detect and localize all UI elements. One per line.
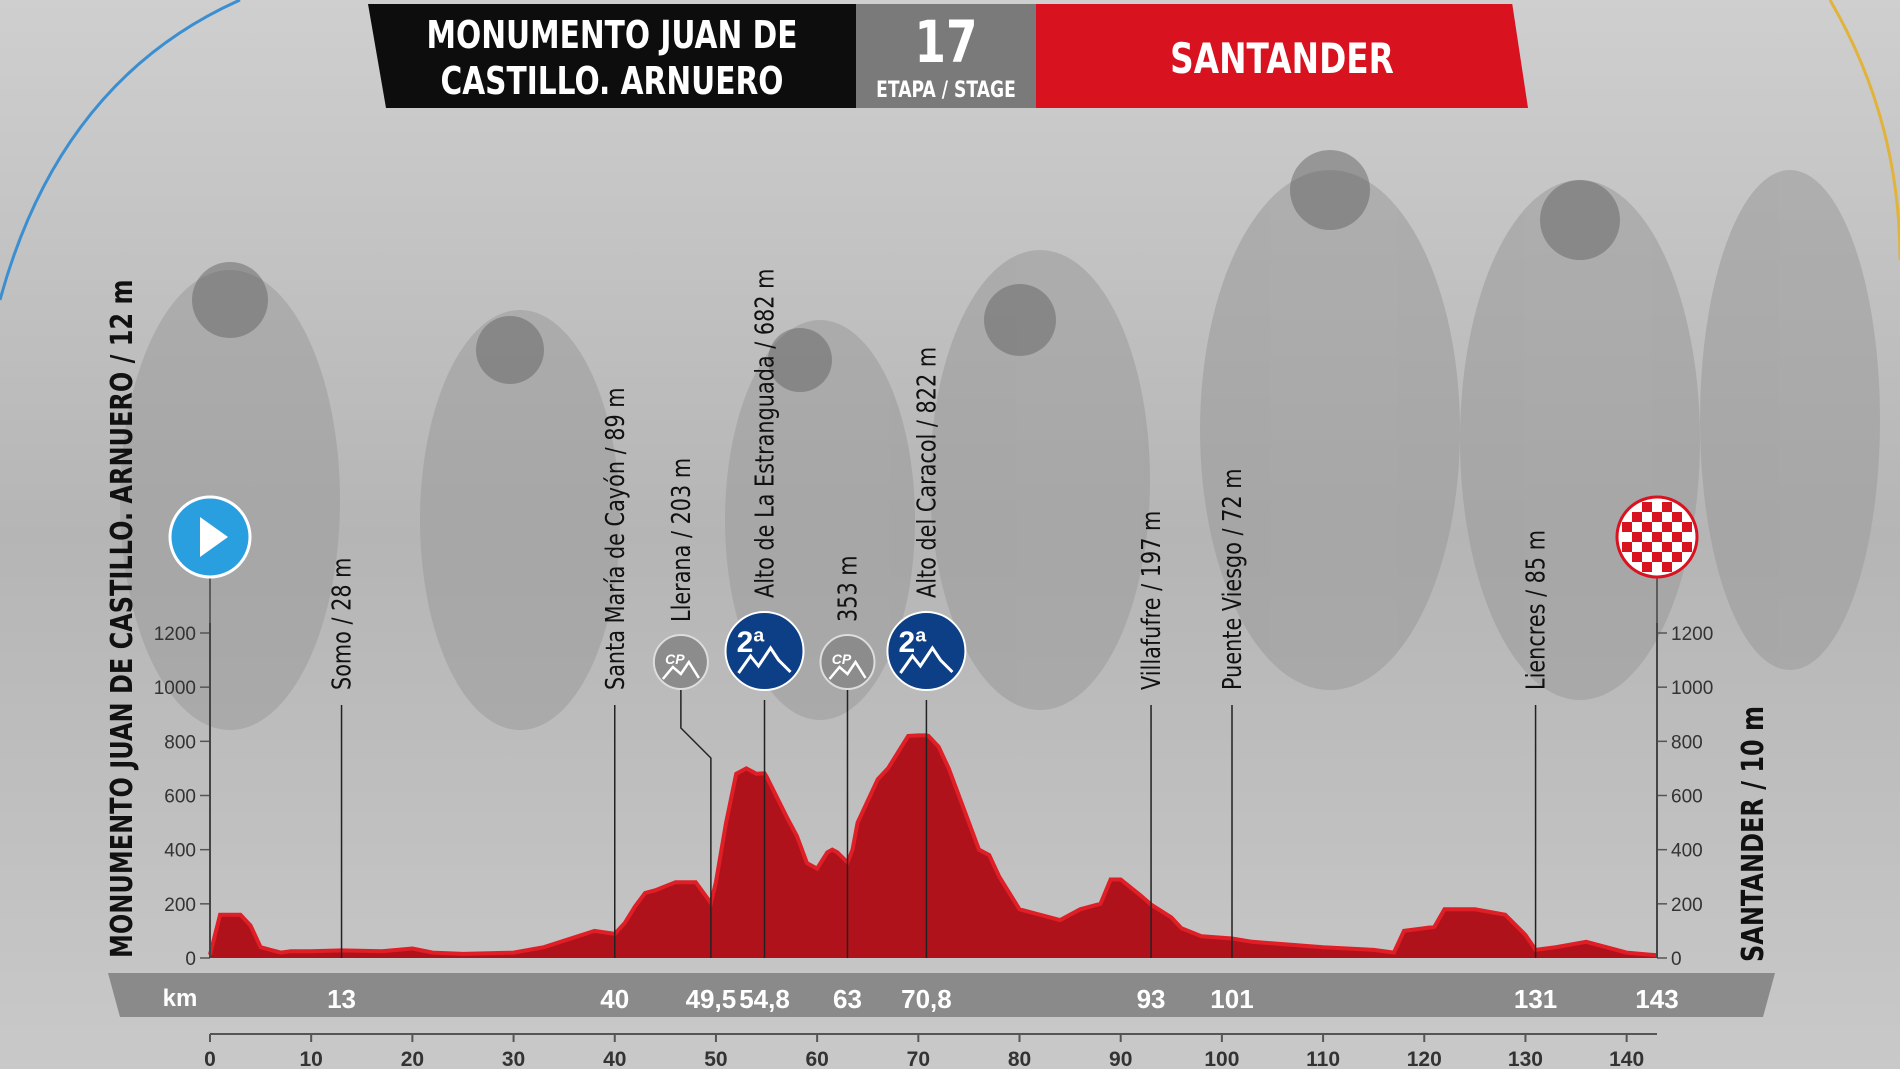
finish-check-square bbox=[1652, 512, 1662, 522]
mountain-icon bbox=[737, 645, 792, 674]
elevation-line bbox=[208, 733, 1658, 958]
km-marker-value: 70,8 bbox=[901, 984, 952, 1014]
km-marker-value: 54,8 bbox=[739, 984, 790, 1014]
x-tick-label: 10 bbox=[300, 1048, 323, 1069]
x-tick-label: 0 bbox=[204, 1048, 216, 1069]
stage-label: ETAPA / STAGE bbox=[876, 78, 1016, 103]
mountain-icon bbox=[661, 659, 700, 680]
finish-check-square bbox=[1662, 542, 1672, 552]
stage-number: 17 bbox=[914, 8, 978, 76]
y-tick-label-right: 800 bbox=[1671, 732, 1703, 753]
finish-check-square bbox=[1682, 542, 1692, 552]
y-tick-label-right: 1200 bbox=[1671, 624, 1713, 645]
y-tick-label-left: 0 bbox=[185, 949, 196, 970]
finish-check-square bbox=[1622, 542, 1632, 552]
km-marker-value: 93 bbox=[1137, 984, 1166, 1014]
mountain-icon bbox=[828, 659, 867, 680]
finish-check-square bbox=[1662, 522, 1672, 532]
finish-check-square bbox=[1652, 532, 1662, 542]
x-tick-label: 120 bbox=[1407, 1048, 1442, 1069]
stage-number-banner: 17 ETAPA / STAGE bbox=[856, 4, 1036, 108]
x-tick-label: 110 bbox=[1306, 1048, 1340, 1069]
y-tick-label-right: 1000 bbox=[1671, 678, 1713, 699]
climb-category-badge: 2ª bbox=[737, 626, 766, 659]
start-town-line1: MONUMENTO JUAN DE bbox=[426, 13, 798, 57]
play-icon bbox=[200, 517, 228, 557]
y-tick-label-left: 400 bbox=[164, 841, 196, 862]
km-marker-value: 143 bbox=[1635, 984, 1678, 1014]
climb-category-icon bbox=[724, 611, 805, 691]
mountain-icon bbox=[899, 645, 954, 674]
finish-check-square bbox=[1632, 512, 1642, 522]
x-tick-label: 40 bbox=[603, 1048, 626, 1069]
y-tick-label-right: 200 bbox=[1671, 895, 1703, 916]
finish-town-banner: SANTANDER bbox=[1036, 4, 1528, 108]
marker-label: Llerana / 203 m bbox=[666, 458, 697, 622]
finish-check-square bbox=[1622, 522, 1632, 532]
marker-label: 353 m bbox=[832, 555, 863, 622]
km-axis-label: km bbox=[163, 985, 198, 1012]
x-tick-label: 50 bbox=[704, 1048, 727, 1069]
km-band bbox=[108, 973, 1775, 1017]
start-town-banner: MONUMENTO JUAN DE CASTILLO. ARNUERO bbox=[368, 4, 856, 108]
y-tick-label-left: 800 bbox=[164, 732, 196, 753]
marker-label: Alto del Caracol / 822 m bbox=[911, 347, 942, 598]
x-tick-label: 90 bbox=[1109, 1048, 1132, 1069]
finish-check-square bbox=[1642, 562, 1652, 572]
y-tick-label-left: 200 bbox=[164, 895, 196, 916]
climb-category-icon bbox=[886, 611, 967, 691]
x-tick-label: 130 bbox=[1508, 1048, 1543, 1069]
finish-check-square bbox=[1662, 502, 1672, 512]
finish-check-square bbox=[1642, 522, 1652, 532]
km-marker-value: 13 bbox=[327, 984, 356, 1014]
y-tick-label-right: 400 bbox=[1671, 841, 1703, 862]
x-tick-label: 30 bbox=[502, 1048, 525, 1069]
finish-check-square bbox=[1632, 552, 1642, 562]
y-tick-label-left: 600 bbox=[164, 787, 196, 808]
km-marker-value: 101 bbox=[1210, 984, 1253, 1014]
km-marker-value: 40 bbox=[600, 984, 629, 1014]
marker-label: Liencres / 85 m bbox=[1520, 530, 1551, 690]
x-tick-label: 20 bbox=[401, 1048, 424, 1069]
finish-check-square bbox=[1672, 532, 1682, 542]
finish-check-square bbox=[1632, 532, 1642, 542]
finish-check-square bbox=[1662, 562, 1672, 572]
marker-label: Villafufre / 197 m bbox=[1136, 511, 1167, 690]
marker-label: Alto de La Estranguada / 682 m bbox=[749, 269, 780, 598]
marker-label: Santa María de Cayón / 89 m bbox=[599, 387, 630, 690]
y-tick-label-right: 0 bbox=[1671, 949, 1682, 970]
finish-check-square bbox=[1652, 552, 1662, 562]
x-tick-label: 80 bbox=[1008, 1048, 1031, 1069]
checkpoint-badge: CP bbox=[665, 651, 685, 667]
cp-pole bbox=[680, 690, 712, 958]
y-tick-label-right: 600 bbox=[1671, 787, 1703, 808]
x-tick-label: 60 bbox=[805, 1048, 828, 1069]
start-town-line2: CASTILLO. ARNUERO bbox=[440, 59, 784, 103]
km-marker-value: 63 bbox=[833, 984, 862, 1014]
km-marker-value: 49,5 bbox=[686, 984, 737, 1014]
finish-check-square bbox=[1642, 542, 1652, 552]
finish-check-square bbox=[1672, 512, 1682, 522]
x-tick-label: 70 bbox=[907, 1048, 930, 1069]
x-tick-label: 140 bbox=[1609, 1048, 1644, 1069]
finish-vertical-label: SANTANDER / 10 m bbox=[1736, 706, 1770, 962]
finish-check-square bbox=[1682, 522, 1692, 532]
finish-check-square bbox=[1642, 502, 1652, 512]
climb-category-badge: 2ª bbox=[899, 626, 928, 659]
marker-label: Somo / 28 m bbox=[326, 558, 357, 690]
x-tick-label: 100 bbox=[1204, 1048, 1239, 1069]
finish-town: SANTANDER bbox=[1170, 34, 1394, 83]
elevation-area bbox=[210, 735, 1657, 958]
marker-label: Puente Viesgo / 72 m bbox=[1217, 469, 1248, 690]
y-tick-label-left: 1000 bbox=[154, 678, 196, 699]
checkpoint-badge: CP bbox=[832, 651, 852, 667]
y-tick-label-left: 1200 bbox=[154, 624, 196, 645]
start-vertical-label: MONUMENTO JUAN DE CASTILLO. ARNUERO / 12… bbox=[105, 280, 139, 958]
finish-check-square bbox=[1672, 552, 1682, 562]
km-marker-value: 131 bbox=[1514, 984, 1557, 1014]
